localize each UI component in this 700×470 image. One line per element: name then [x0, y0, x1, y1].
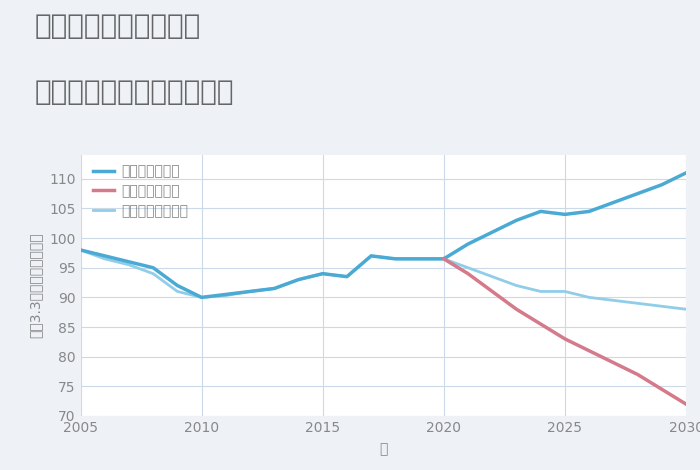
Legend: グッドシナリオ, バッドシナリオ, ノーマルシナリオ: グッドシナリオ, バッドシナリオ, ノーマルシナリオ	[94, 164, 188, 218]
バッドシナリオ	[440, 256, 448, 262]
グッドシナリオ	[536, 209, 545, 214]
ノーマルシナリオ	[536, 289, 545, 294]
ノーマルシナリオ	[246, 289, 254, 294]
バッドシナリオ	[536, 321, 545, 327]
ノーマルシナリオ	[634, 300, 642, 306]
ノーマルシナリオ	[609, 298, 617, 303]
ノーマルシナリオ	[682, 306, 690, 312]
バッドシナリオ	[609, 360, 617, 365]
グッドシナリオ	[318, 271, 327, 276]
グッドシナリオ	[294, 277, 302, 282]
ノーマルシナリオ	[173, 289, 181, 294]
バッドシナリオ	[634, 372, 642, 377]
ノーマルシナリオ	[440, 256, 448, 262]
バッドシナリオ	[657, 386, 666, 392]
ノーマルシナリオ	[270, 286, 279, 291]
ノーマルシナリオ	[391, 256, 400, 262]
ノーマルシナリオ	[585, 295, 594, 300]
ノーマルシナリオ	[488, 274, 496, 280]
ノーマルシナリオ	[149, 271, 158, 276]
グッドシナリオ	[149, 265, 158, 271]
グッドシナリオ	[657, 182, 666, 188]
ノーマルシナリオ	[561, 289, 569, 294]
バッドシナリオ	[682, 401, 690, 407]
バッドシナリオ	[561, 336, 569, 342]
ノーマルシナリオ	[125, 262, 133, 267]
グッドシナリオ	[391, 256, 400, 262]
ノーマルシナリオ	[367, 253, 375, 258]
ノーマルシナリオ	[464, 265, 473, 271]
ノーマルシナリオ	[512, 282, 521, 288]
ノーマルシナリオ	[101, 256, 109, 262]
ノーマルシナリオ	[657, 304, 666, 309]
グッドシナリオ	[512, 218, 521, 223]
ノーマルシナリオ	[222, 293, 230, 298]
グッドシナリオ	[197, 295, 206, 300]
グッドシナリオ	[682, 170, 690, 176]
Y-axis label: 坪（3.3㎡）単価（万円）: 坪（3.3㎡）単価（万円）	[28, 233, 42, 338]
グッドシナリオ	[634, 191, 642, 196]
グッドシナリオ	[488, 229, 496, 235]
ノーマルシナリオ	[343, 274, 351, 280]
X-axis label: 年: 年	[379, 442, 387, 456]
ノーマルシナリオ	[318, 271, 327, 276]
ノーマルシナリオ	[197, 295, 206, 300]
Line: グッドシナリオ: グッドシナリオ	[80, 173, 686, 298]
ノーマルシナリオ	[415, 256, 424, 262]
グッドシナリオ	[222, 291, 230, 297]
グッドシナリオ	[173, 282, 181, 288]
グッドシナリオ	[585, 209, 594, 214]
グッドシナリオ	[464, 241, 473, 247]
グッドシナリオ	[246, 289, 254, 294]
Line: ノーマルシナリオ: ノーマルシナリオ	[80, 250, 686, 309]
グッドシナリオ	[609, 200, 617, 205]
グッドシナリオ	[343, 274, 351, 280]
グッドシナリオ	[101, 253, 109, 258]
Text: 三重県伊賀市木興町の: 三重県伊賀市木興町の	[35, 12, 202, 40]
ノーマルシナリオ	[76, 247, 85, 253]
バッドシナリオ	[464, 271, 473, 276]
バッドシナリオ	[488, 289, 496, 294]
グッドシナリオ	[440, 256, 448, 262]
Line: バッドシナリオ: バッドシナリオ	[444, 259, 686, 404]
グッドシナリオ	[415, 256, 424, 262]
グッドシナリオ	[270, 286, 279, 291]
グッドシナリオ	[561, 212, 569, 217]
バッドシナリオ	[512, 306, 521, 312]
グッドシナリオ	[125, 259, 133, 265]
バッドシナリオ	[585, 348, 594, 353]
グッドシナリオ	[367, 253, 375, 258]
ノーマルシナリオ	[294, 277, 302, 282]
Text: 中古マンションの価格推移: 中古マンションの価格推移	[35, 78, 235, 106]
グッドシナリオ	[76, 247, 85, 253]
